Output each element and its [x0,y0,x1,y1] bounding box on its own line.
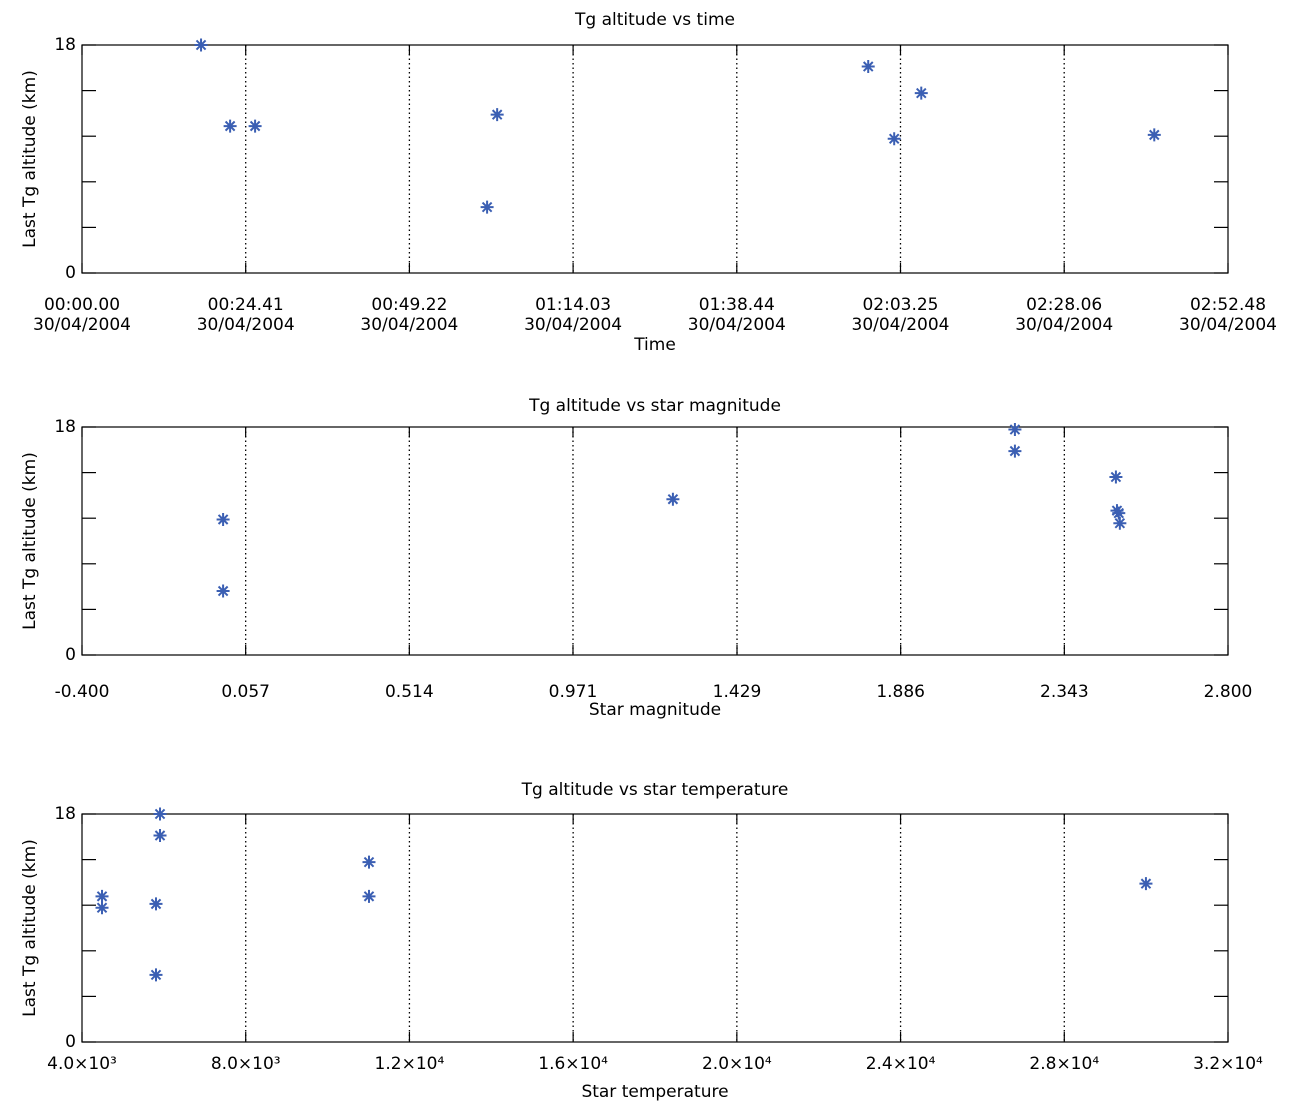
x-tick-label: 2.800 [1204,682,1253,702]
x-tick-label: 4.0×10³ [47,1054,117,1074]
chart-title: Tg altitude vs star magnitude [528,396,781,416]
x-axis-label: Time [633,335,676,355]
x-tick-label: 8.0×10³ [211,1054,281,1074]
data-point [1008,444,1022,458]
x-tick-label: 1.886 [876,682,925,702]
x-tick-label: 1.2×10⁴ [375,1054,445,1074]
data-point [887,132,901,146]
x-tick-label: 2.0×10⁴ [702,1054,772,1074]
x-tick-label: 00:00.00 30/04/2004 [33,295,131,335]
y-axis-label: Last Tg altitude (km) [20,70,40,248]
data-point [480,200,494,214]
data-point [1113,516,1127,530]
y-tick-label: 18 [54,417,76,437]
x-axis-label: Star magnitude [589,700,721,720]
x-tick-label: 00:24.41 30/04/2004 [197,295,295,335]
x-tick-label: 0.057 [221,682,270,702]
y-tick-label: 18 [54,804,76,824]
chart-title: Tg altitude vs star temperature [521,780,789,800]
data-point [153,829,167,843]
data-point [362,855,376,869]
y-tick-label: 0 [65,645,76,665]
x-tick-label: -0.400 [55,682,110,702]
data-point [861,60,875,74]
data-point [153,807,167,821]
y-axis-label: Last Tg altitude (km) [20,452,40,630]
chart-title: Tg altitude vs time [574,10,735,30]
data-point [149,897,163,911]
x-tick-label: 2.343 [1040,682,1089,702]
x-tick-label: 3.2×10⁴ [1193,1054,1263,1074]
x-tick-label: 0.514 [385,682,434,702]
plot-frame [81,44,1229,274]
x-tick-label: 02:52.48 30/04/2004 [1179,295,1277,335]
x-tick-label: 02:28.06 30/04/2004 [1015,295,1113,335]
data-point [490,108,504,122]
x-tick-label: 1.6×10⁴ [538,1054,608,1074]
y-tick-label: 0 [65,263,76,283]
y-axis-label: Last Tg altitude (km) [20,839,40,1017]
x-tick-label: 00:49.22 30/04/2004 [360,295,458,335]
y-tick-label: 18 [54,35,76,55]
x-tick-label: 2.8×10⁴ [1029,1054,1099,1074]
x-tick-label: 2.4×10⁴ [866,1054,936,1074]
data-point [194,38,208,52]
data-point [1008,423,1022,437]
data-point [216,584,230,598]
data-point [95,889,109,903]
data-point [149,968,163,982]
data-point [1109,470,1123,484]
data-point [1139,877,1153,891]
plot-frame [81,426,1229,656]
data-point [1112,506,1126,520]
data-point [216,512,230,526]
data-point [248,119,262,133]
data-point [914,86,928,100]
data-point [666,492,680,506]
x-tick-label: 1.429 [713,682,762,702]
x-tick-label: 02:03.25 30/04/2004 [852,295,950,335]
x-tick-label: 01:38.44 30/04/2004 [688,295,786,335]
data-point [362,889,376,903]
x-tick-label: 01:14.03 30/04/2004 [524,295,622,335]
data-point [95,901,109,915]
x-axis-label: Star temperature [581,1082,728,1102]
x-tick-label: 0.971 [549,682,598,702]
y-tick-label: 0 [65,1032,76,1052]
data-point [223,119,237,133]
data-point [1147,128,1161,142]
plot-frame [81,813,1229,1043]
